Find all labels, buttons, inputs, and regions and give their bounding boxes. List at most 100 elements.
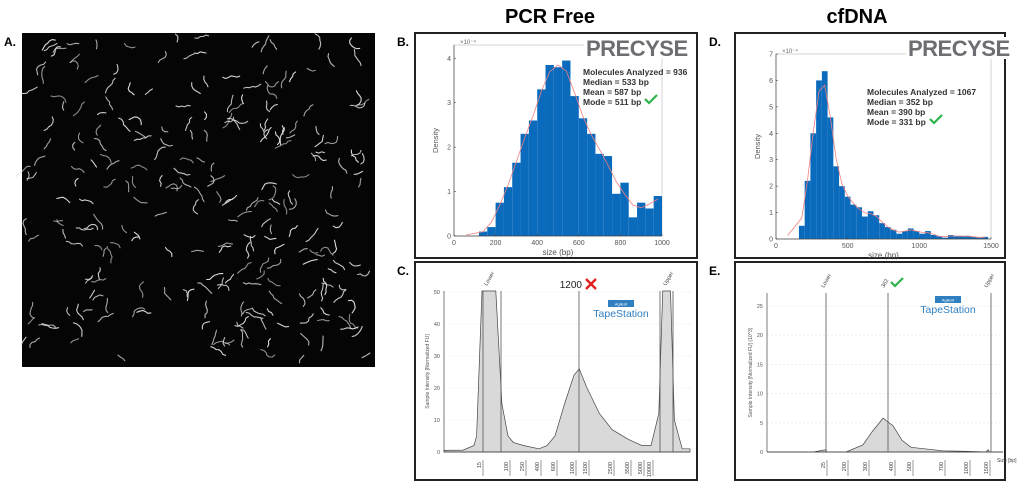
histogram-bar: [925, 231, 931, 239]
dna-molecule: [159, 175, 163, 187]
dna-molecule: [317, 319, 330, 322]
dna-molecule: [338, 316, 352, 330]
y-tick-label: 40: [434, 322, 440, 328]
y-axis-label: Sample Intensity [Normalized FU] (10^3): [748, 327, 754, 417]
dna-molecule: [298, 293, 306, 307]
y-tick-label: 4: [769, 131, 773, 138]
dna-molecule: [315, 254, 326, 257]
dna-molecule: [179, 157, 194, 164]
y-tick-label: 2: [447, 145, 451, 152]
dna-molecule: [72, 141, 76, 151]
dna-molecule: [34, 155, 46, 166]
dna-molecule: [307, 289, 317, 299]
dna-molecule: [165, 183, 178, 192]
dna-molecule: [204, 300, 208, 319]
dna-molecule: [267, 277, 281, 287]
dna-molecule: [264, 235, 277, 240]
histogram-bar: [587, 133, 596, 236]
dna-molecule: [192, 199, 199, 215]
y-tick-label: 2: [769, 184, 773, 191]
x-tick-label: 1500: [984, 462, 990, 474]
dna-molecule: [93, 138, 107, 152]
dna-molecule: [251, 41, 260, 48]
stat-line: Mode = 331 bp: [867, 117, 926, 127]
dna-molecule: [97, 267, 101, 280]
dna-molecule: [330, 186, 333, 199]
panel-label-c: C.: [397, 264, 409, 278]
y-tick-label: 5: [769, 104, 773, 111]
dna-molecule: [134, 130, 147, 139]
dna-molecule: [78, 198, 94, 205]
x-tick-label: 15: [477, 462, 483, 468]
dna-molecule: [43, 42, 58, 52]
x-tick-label: 1500: [983, 243, 999, 250]
dna-molecule: [175, 104, 191, 108]
histogram-bar: [970, 236, 977, 239]
dna-molecule: [41, 323, 60, 329]
y-axis-label: Density: [431, 128, 440, 153]
dna-molecule: [325, 209, 339, 217]
dna-molecule: [349, 261, 361, 267]
dna-molecule: [267, 338, 271, 348]
dna-molecule: [243, 234, 256, 239]
dna-molecule: [289, 120, 298, 134]
dna-molecule: [53, 220, 64, 223]
agilent-badge-text: Agilent: [615, 301, 628, 306]
panel-label-d: D.: [709, 35, 721, 49]
dna-molecule: [76, 303, 84, 321]
dna-molecule: [322, 277, 328, 296]
dna-molecule: [22, 218, 27, 236]
histogram-bar: [628, 217, 638, 236]
dna-molecule: [99, 153, 112, 164]
dna-molecule: [245, 197, 259, 211]
histogram-bar: [495, 202, 504, 236]
dna-molecule: [306, 67, 316, 72]
dna-molecule: [320, 307, 330, 316]
dna-molecule: [28, 234, 40, 242]
dna-molecule: [279, 127, 285, 146]
dna-molecule: [123, 43, 136, 49]
dna-molecule: [283, 199, 288, 215]
precyse-logo: PRECYSE: [586, 36, 688, 61]
dna-molecule: [302, 258, 318, 265]
dna-molecule: [41, 39, 56, 51]
dna-molecule: [240, 94, 244, 105]
dna-molecule: [361, 352, 371, 359]
precyse-logo: PRECYSE: [908, 36, 1010, 61]
x-tick-label: 1000: [570, 462, 576, 474]
dna-molecule: [163, 286, 172, 301]
dna-molecule: [327, 268, 337, 274]
dna-molecule: [90, 159, 98, 168]
dna-molecule: [303, 104, 314, 117]
dna-molecule: [260, 35, 270, 53]
dna-molecule: [91, 278, 107, 283]
dna-molecule: [237, 262, 252, 274]
histogram-bar: [976, 237, 983, 239]
dna-molecule: [262, 65, 268, 75]
title-cfdna: cfDNA: [826, 6, 887, 28]
dna-molecule: [207, 175, 215, 187]
dna-molecule: [226, 94, 234, 113]
dna-molecule: [240, 301, 245, 317]
dna-molecule: [203, 75, 209, 88]
dna-molecule: [160, 138, 173, 147]
logo-background: [906, 37, 1006, 59]
y-tick-label: 50: [434, 290, 440, 296]
histogram-bar: [810, 133, 817, 239]
peak-label: 1200: [560, 280, 583, 291]
x-tick-label: 1500: [583, 462, 589, 474]
cross-icon: [585, 278, 597, 290]
dna-molecule: [280, 70, 287, 89]
histogram-bar: [919, 233, 926, 239]
y-tick-label: 7: [769, 52, 773, 59]
x-tick-label: 800: [615, 240, 627, 247]
histogram-bar: [839, 186, 845, 239]
dna-molecule: [191, 82, 201, 95]
dna-molecule: [43, 116, 54, 131]
y-tick-label: 20: [757, 333, 763, 339]
histogram-bar: [862, 216, 868, 239]
dna-molecule: [96, 112, 107, 116]
dna-molecule: [203, 129, 208, 142]
dna-molecule: [353, 170, 364, 175]
stat-line: Molecules Analyzed = 1067: [867, 87, 976, 97]
